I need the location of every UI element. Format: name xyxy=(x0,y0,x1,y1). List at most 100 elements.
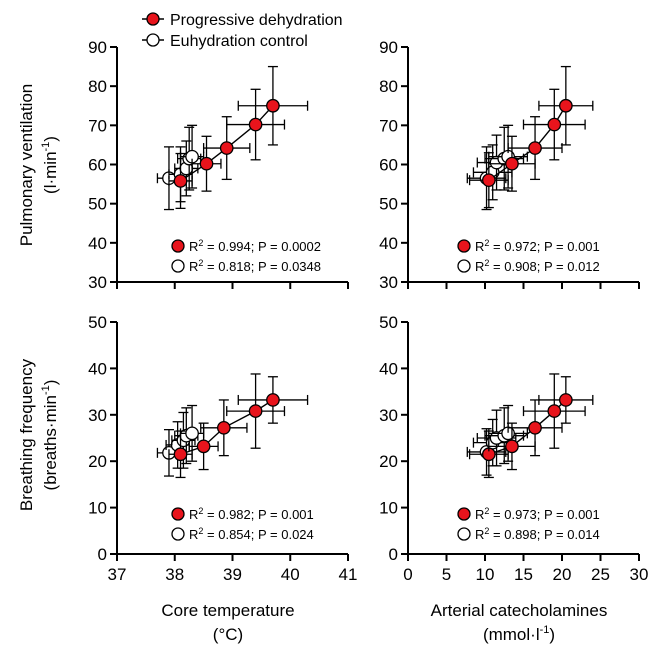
stat-marker xyxy=(171,507,185,521)
stat-text: R2 = 0.818; P = 0.0348 xyxy=(189,258,321,274)
row-label-ventilation-line2: (l·min-1) xyxy=(40,136,60,194)
y-tick-label: 30 xyxy=(379,406,398,425)
stat-annotation: R2 = 0.818; P = 0.0348 xyxy=(171,258,321,274)
x-tick-label: 41 xyxy=(339,565,358,584)
data-point xyxy=(216,420,231,435)
col-label-catecholamines-line2: (mmol·l-1) xyxy=(483,624,555,644)
y-tick-label: 30 xyxy=(88,273,107,292)
legend-marker-euhydration xyxy=(146,33,160,47)
stat-annotation: R2 = 0.854; P = 0.024 xyxy=(171,526,314,542)
data-point xyxy=(173,174,188,188)
data-point xyxy=(481,173,496,188)
y-tick-label: 20 xyxy=(88,452,107,471)
data-point xyxy=(248,404,263,418)
stat-marker xyxy=(457,259,471,273)
legend-entry-dehydration: Progressive dehydration xyxy=(142,12,343,29)
y-tick-label: 50 xyxy=(88,313,107,332)
stat-text: R2 = 0.994; P = 0.0002 xyxy=(189,238,321,254)
x-tick-label: 25 xyxy=(591,565,610,584)
stat-annotation: R2 = 0.994; P = 0.0002 xyxy=(171,238,321,254)
y-tick-label: 60 xyxy=(88,156,107,175)
y-tick-label: 70 xyxy=(379,116,398,135)
row-label-frequency-line1: Breathing frequency xyxy=(17,358,36,511)
series-dehydration xyxy=(468,65,594,209)
data-point xyxy=(199,156,214,171)
data-point xyxy=(266,98,280,113)
data-point xyxy=(505,156,519,171)
col-label-core-temperature: Core temperature (°C) xyxy=(161,601,294,644)
stat-text: R2 = 0.898; P = 0.014 xyxy=(475,526,600,542)
stat-text: R2 = 0.973; P = 0.001 xyxy=(475,506,600,522)
stat-marker xyxy=(171,527,185,541)
data-point xyxy=(219,141,234,155)
series-euhydration xyxy=(466,124,528,211)
y-tick-label: 40 xyxy=(379,234,398,253)
y-tick-label: 80 xyxy=(88,77,107,96)
stat-text: R2 = 0.972; P = 0.001 xyxy=(475,238,600,254)
data-point xyxy=(173,447,188,462)
y-tick-label: 40 xyxy=(88,234,107,253)
y-tick-label: 40 xyxy=(88,359,107,378)
y-tick-label: 0 xyxy=(389,545,398,564)
panel-top-right: 30 40 50 60 70 80 90 R2 = 0.972; P = 0.001 R2 = … xyxy=(379,38,640,292)
y-tick-label: 40 xyxy=(379,359,398,378)
y-tick-label: 20 xyxy=(379,452,398,471)
y-tick-label: 10 xyxy=(379,499,398,518)
stat-text: R2 = 0.982; P = 0.001 xyxy=(189,506,314,522)
y-tick-label: 80 xyxy=(379,77,398,96)
legend-label-dehydration: Progressive dehydration xyxy=(170,12,343,29)
x-tick-label: 5 xyxy=(442,565,451,584)
legend-entry-euhydration: Euhydration control xyxy=(142,33,308,50)
x-tick-label: 15 xyxy=(514,565,533,584)
x-tick-label: 10 xyxy=(476,565,495,584)
row-label-frequency: Breathing frequency (breaths·min-1) xyxy=(17,358,60,511)
stat-marker xyxy=(457,527,471,541)
row-label-frequency-line2: (breaths·min-1) xyxy=(40,380,60,491)
data-point xyxy=(547,404,562,418)
data-point xyxy=(558,393,573,407)
data-point xyxy=(248,117,263,132)
legend-marker-dehydration xyxy=(146,12,160,26)
y-tick-label: 90 xyxy=(379,38,398,57)
x-tick-label: 0 xyxy=(403,565,412,584)
panel-bottom-right: 0 10 20 30 40 50 0 5 10 15 20 25 30 R2 = 0.973; P = 0… xyxy=(379,313,648,584)
stat-annotation: R2 = 0.973; P = 0.001 xyxy=(457,506,600,522)
col-label-catecholamines-line1: Arterial catecholamines xyxy=(431,601,608,620)
stat-marker xyxy=(171,239,185,253)
legend: Progressive dehydration Euhydration cont… xyxy=(142,12,343,50)
panel-bottom-left: 0 10 20 30 40 50 37 38 39 40 41 R2 = 0.982; P = 0.0… xyxy=(88,313,357,584)
col-label-catecholamines: Arterial catecholamines (mmol·l-1) xyxy=(431,601,608,644)
row-label-ventilation-line1: Pulmonary ventilation xyxy=(17,84,36,247)
stat-annotation: R2 = 0.898; P = 0.014 xyxy=(457,526,600,542)
y-tick-label: 10 xyxy=(88,499,107,518)
data-point xyxy=(266,393,280,407)
data-point xyxy=(547,117,562,132)
stat-annotation: R2 = 0.908; P = 0.012 xyxy=(457,258,600,274)
y-tick-label: 50 xyxy=(88,195,107,214)
y-tick-label: 0 xyxy=(98,545,107,564)
data-point xyxy=(528,420,542,435)
stat-annotation: R2 = 0.972; P = 0.001 xyxy=(457,238,600,254)
x-tick-label: 39 xyxy=(223,565,242,584)
stat-marker xyxy=(457,239,471,253)
stat-text: R2 = 0.908; P = 0.012 xyxy=(475,258,600,274)
col-label-core-temperature-line1: Core temperature xyxy=(161,601,294,620)
stat-annotation: R2 = 0.982; P = 0.001 xyxy=(171,506,314,522)
stat-marker xyxy=(457,507,471,521)
data-point xyxy=(528,141,542,155)
data-point xyxy=(558,98,573,113)
stat-marker xyxy=(171,259,185,273)
y-tick-label: 30 xyxy=(88,406,107,425)
x-tick-label: 38 xyxy=(165,565,184,584)
y-tick-label: 30 xyxy=(379,273,398,292)
data-point xyxy=(196,439,211,454)
series-dehydration xyxy=(468,373,594,479)
y-tick-label: 50 xyxy=(379,195,398,214)
x-tick-label: 40 xyxy=(281,565,300,584)
stat-text: R2 = 0.854; P = 0.024 xyxy=(189,526,314,542)
x-tick-label: 30 xyxy=(630,565,649,584)
row-label-ventilation: Pulmonary ventilation (l·min-1) xyxy=(17,84,60,247)
data-point xyxy=(505,439,519,454)
x-tick-label: 37 xyxy=(108,565,127,584)
series-dehydration xyxy=(168,373,309,479)
